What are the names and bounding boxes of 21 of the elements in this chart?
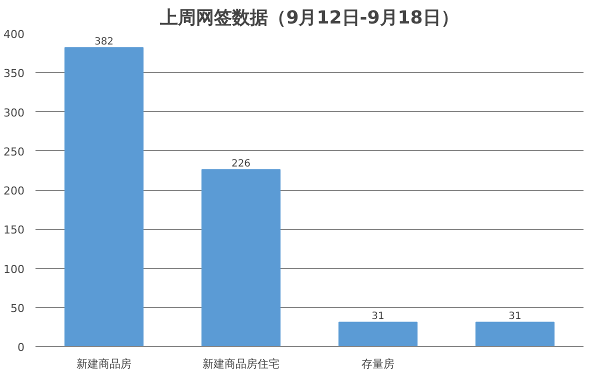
y-tick-label: 150 <box>4 224 25 237</box>
y-tick-label: 0 <box>18 341 24 354</box>
bar <box>338 322 418 346</box>
x-tick-label: 存量房 <box>362 358 394 370</box>
data-label: 31 <box>372 311 384 322</box>
bar <box>475 322 555 346</box>
bar <box>201 169 281 346</box>
y-tick-label: 50 <box>10 302 25 315</box>
y-tick-label: 350 <box>4 67 25 80</box>
y-tick-label: 100 <box>4 262 25 276</box>
data-label: 382 <box>94 36 114 48</box>
y-tick-label: 400 <box>4 28 25 41</box>
y-tick-label: 250 <box>4 145 25 158</box>
y-tick-label: 300 <box>4 106 25 120</box>
data-label: 31 <box>508 311 522 322</box>
data-label: 226 <box>231 158 251 170</box>
x-tick-label: 新建商品房住宅 <box>202 358 280 370</box>
bar <box>64 47 144 346</box>
chart-title: 上周网签数据（9月12日-9月18日） <box>159 8 459 28</box>
x-tick-label: 新建商品房 <box>76 358 132 370</box>
y-tick-label: 200 <box>4 184 25 198</box>
